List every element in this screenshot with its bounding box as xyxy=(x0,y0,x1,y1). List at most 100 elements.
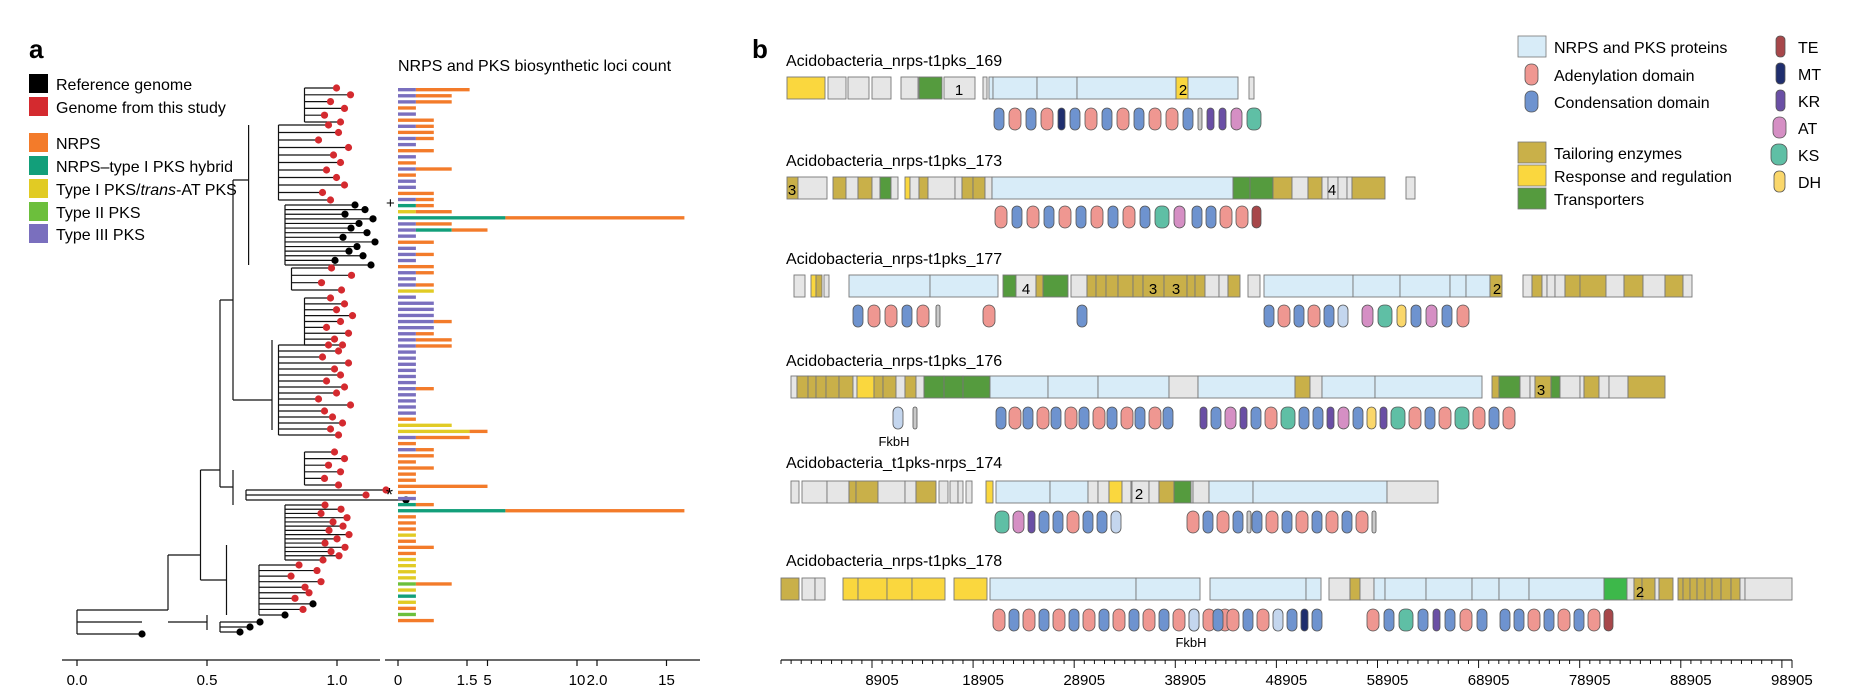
tree-branch xyxy=(76,610,142,635)
legend-swatch-reference xyxy=(29,74,48,93)
bar-axis: 0 5 10 15 xyxy=(385,659,700,689)
gene-block xyxy=(790,480,800,504)
bar-segment-typeiii xyxy=(398,100,416,104)
cluster-name-169: Acidobacteria_nrps-t1pks_169 xyxy=(786,53,1002,70)
gene-block xyxy=(991,176,1234,200)
bar-segment-nrps xyxy=(398,173,416,177)
gene-block xyxy=(1682,577,1691,601)
tree-axis: 0.0 0.5 1.0 1.5 2.0 xyxy=(62,659,607,689)
gene-block xyxy=(1346,176,1353,200)
study-tip xyxy=(324,341,333,349)
domain-pill xyxy=(1022,608,1036,632)
gene-block xyxy=(882,375,897,399)
domain-pill xyxy=(1361,304,1374,328)
bar-segment-nrps xyxy=(398,130,434,135)
position-axis-tick-label: 68905 xyxy=(1468,672,1510,689)
gene-block xyxy=(1399,274,1451,298)
gene-block xyxy=(1187,76,1239,100)
gene-block xyxy=(1696,577,1706,601)
study-tip xyxy=(347,271,356,279)
bar-segment-typeiii xyxy=(398,405,416,409)
gene-block xyxy=(1087,480,1099,504)
domain-pill xyxy=(884,304,898,328)
gene-block xyxy=(965,480,973,504)
domain-pill xyxy=(1459,608,1473,632)
legend-label-te: TE xyxy=(1798,40,1818,57)
reference-tip xyxy=(369,215,377,223)
gene-block xyxy=(1579,375,1585,399)
domain-pill xyxy=(1232,510,1244,534)
domain-pill xyxy=(1139,205,1151,229)
tree-branch xyxy=(233,340,273,430)
study-tip xyxy=(336,317,345,326)
domain-pill xyxy=(1026,205,1040,229)
gene-block xyxy=(1248,76,1255,100)
domain-pill xyxy=(1112,608,1126,632)
position-axis-tick-label: 58905 xyxy=(1367,672,1409,689)
legend-label-tailoring: Tailoring enzymes xyxy=(1554,146,1682,163)
domain-pill xyxy=(1246,107,1262,131)
study-tip xyxy=(320,474,329,482)
gene-block xyxy=(815,375,827,399)
bar-segment-nrps xyxy=(415,222,452,226)
tree-branch xyxy=(168,615,208,630)
domain-pill xyxy=(1337,406,1350,430)
domain-pill xyxy=(1280,406,1296,430)
study-tip xyxy=(305,589,313,597)
gene-block xyxy=(909,176,920,200)
domain-pill xyxy=(1069,107,1081,131)
bar-segment-nrps xyxy=(415,435,470,440)
gene-block xyxy=(988,76,994,100)
bar-segment-nrps xyxy=(415,124,434,128)
domain-pill xyxy=(1293,304,1305,328)
legend-label-at: AT xyxy=(1798,121,1817,138)
gene-block xyxy=(1471,577,1500,601)
domain-pill xyxy=(1008,406,1022,430)
fkbh-label-178: FkbH xyxy=(1175,635,1206,650)
domain-pill xyxy=(1022,406,1034,430)
domain-pill xyxy=(892,406,904,430)
domain-pill xyxy=(1120,406,1134,430)
gene-block xyxy=(1711,577,1722,601)
domain-pill xyxy=(1205,205,1217,229)
legend-label-nrps-pks: NRPS and PKS proteins xyxy=(1554,40,1727,57)
bar-segment-typeii xyxy=(398,612,416,617)
bar-segment-typei xyxy=(398,563,416,568)
gene-block xyxy=(1730,577,1741,601)
position-axis-tick-label: 48905 xyxy=(1266,672,1308,689)
gene-block xyxy=(1528,577,1605,601)
bar-segment-typeiii xyxy=(398,344,416,348)
gene-block xyxy=(1529,375,1536,399)
domain-pill xyxy=(1057,107,1066,131)
study-tip xyxy=(317,578,325,586)
bar-segment-nrps xyxy=(415,332,434,336)
domain-pill xyxy=(1472,406,1486,430)
gene-block xyxy=(793,274,806,298)
gene-block xyxy=(1097,480,1110,504)
bar-segment-nrps xyxy=(398,264,434,269)
bar-segment-typeiii xyxy=(398,124,416,128)
domain-pill xyxy=(916,304,930,328)
domain-pill xyxy=(1036,406,1050,430)
gene-block xyxy=(1559,375,1581,399)
domain-pill xyxy=(1191,205,1203,229)
reference-tip xyxy=(361,206,369,214)
study-tip xyxy=(344,143,353,152)
tree-branch xyxy=(77,555,169,611)
bar-segment-typeiii xyxy=(398,94,416,98)
gene-block xyxy=(1227,274,1241,298)
study-tip xyxy=(348,312,357,320)
bar-segment-hybrid xyxy=(398,203,416,208)
bar-segment-nrps xyxy=(398,106,416,110)
gene-block xyxy=(1042,274,1069,298)
bar-segment-nrps xyxy=(415,582,452,586)
gene-block xyxy=(982,76,988,100)
gene-block xyxy=(989,375,1049,399)
bar-segment-nrps xyxy=(398,472,416,476)
bar-segment-typeiii xyxy=(398,301,434,305)
gene-block xyxy=(1351,176,1386,200)
gene-block xyxy=(915,375,925,399)
gene-block xyxy=(904,375,917,399)
domain-pill xyxy=(1379,406,1388,430)
bar-segment-nrps xyxy=(398,515,416,519)
